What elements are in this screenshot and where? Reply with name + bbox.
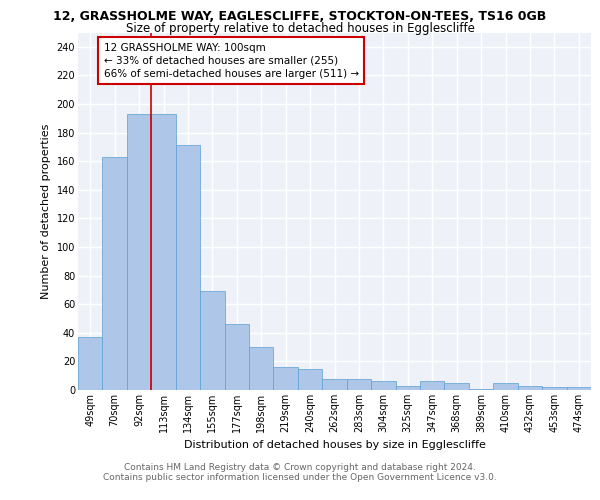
Y-axis label: Number of detached properties: Number of detached properties: [41, 124, 51, 299]
Bar: [371, 382, 395, 390]
Bar: [542, 387, 566, 390]
Text: 12 GRASSHOLME WAY: 100sqm
← 33% of detached houses are smaller (255)
66% of semi: 12 GRASSHOLME WAY: 100sqm ← 33% of detac…: [104, 42, 359, 79]
Bar: [469, 388, 493, 390]
Bar: [151, 114, 176, 390]
X-axis label: Distribution of detached houses by size in Egglescliffe: Distribution of detached houses by size …: [184, 440, 485, 450]
Bar: [566, 387, 591, 390]
Bar: [420, 382, 445, 390]
Bar: [249, 347, 274, 390]
Bar: [518, 386, 542, 390]
Bar: [322, 378, 347, 390]
Bar: [176, 146, 200, 390]
Bar: [127, 114, 151, 390]
Text: Contains HM Land Registry data © Crown copyright and database right 2024.: Contains HM Land Registry data © Crown c…: [124, 464, 476, 472]
Bar: [395, 386, 420, 390]
Text: 12, GRASSHOLME WAY, EAGLESCLIFFE, STOCKTON-ON-TEES, TS16 0GB: 12, GRASSHOLME WAY, EAGLESCLIFFE, STOCKT…: [53, 10, 547, 23]
Text: Size of property relative to detached houses in Egglescliffe: Size of property relative to detached ho…: [125, 22, 475, 35]
Bar: [347, 378, 371, 390]
Bar: [78, 337, 103, 390]
Bar: [200, 292, 224, 390]
Bar: [298, 368, 322, 390]
Bar: [274, 367, 298, 390]
Bar: [103, 157, 127, 390]
Text: Contains public sector information licensed under the Open Government Licence v3: Contains public sector information licen…: [103, 474, 497, 482]
Bar: [445, 383, 469, 390]
Bar: [224, 324, 249, 390]
Bar: [493, 383, 518, 390]
